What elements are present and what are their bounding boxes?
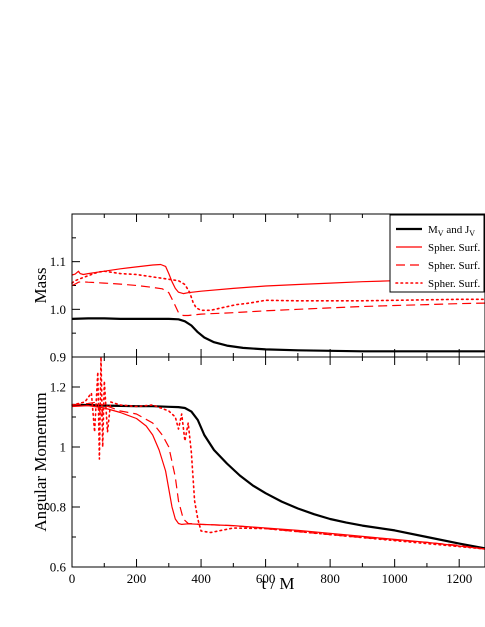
angular-momentum-y-axis-label: Angular Momentum (31, 392, 50, 531)
mass-series-line-2 (71, 281, 485, 317)
mass-series-line-0 (71, 317, 485, 353)
mass-series-line-3 (71, 270, 485, 312)
angmom-y-tick-label: 0.6 (50, 560, 67, 575)
x-tick-label: 600 (256, 571, 276, 586)
angmom-y-tick-label: 0.8 (50, 500, 66, 515)
mass-series-line-1 (71, 263, 485, 295)
x-axis-label: t / M (261, 574, 294, 593)
angmom-y-tick-label: 1.2 (50, 380, 66, 395)
mass-y-axis-label: Mass (31, 268, 50, 304)
angmom-series-line-2 (71, 401, 485, 550)
mass-y-tick-label: 0.9 (50, 350, 66, 365)
x-tick-label: 200 (127, 571, 147, 586)
x-tick-label: 1200 (446, 571, 472, 586)
angmom-series-line-3 (71, 356, 485, 550)
legend-label-0: MV and JV (428, 224, 475, 238)
angmom-series-line-1 (71, 405, 485, 550)
legend-box (389, 214, 485, 293)
mass-y-tick-label: 1.0 (50, 302, 66, 317)
x-tick-label: 400 (191, 571, 211, 586)
x-tick-label: 800 (320, 571, 340, 586)
mass-panel: 0.9 1.0 1.1 Mass MV and JV Spher. Surf. Sphe… (31, 213, 485, 365)
mass-y-tick-label: 1.1 (50, 254, 66, 269)
legend-label-2: Spher. Surf. (428, 260, 481, 272)
legend-label-3: Spher. Surf. (428, 278, 481, 290)
x-tick-label: 1000 (382, 571, 408, 586)
x-tick-label: 0 (69, 571, 76, 586)
angular-momentum-panel: 0.6 0.8 1 1.2 0 200 400 600 800 1000 1200 Angular … (31, 356, 485, 593)
angmom-y-tick-label: 1 (60, 440, 67, 455)
angmom-series-line-0 (72, 403, 485, 550)
legend: MV and JV Spher. Surf. Spher. Surf. Spher. … (389, 214, 485, 293)
angular-momentum-plot-frame (71, 356, 485, 568)
legend-label-1: Spher. Surf. (428, 242, 481, 254)
